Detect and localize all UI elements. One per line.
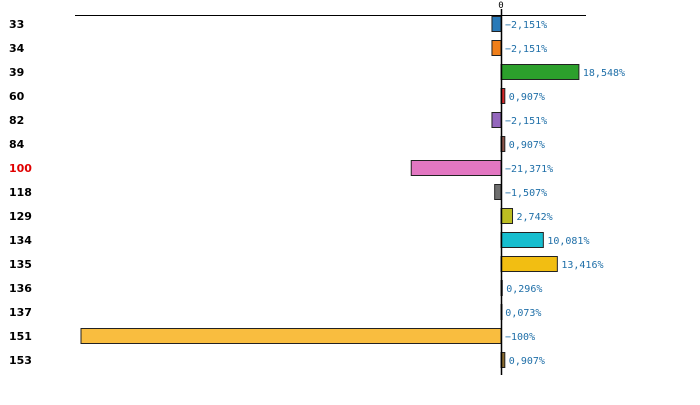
category-label: 136 <box>9 282 32 295</box>
data-label: −1,507% <box>505 188 547 199</box>
bar <box>491 112 502 128</box>
data-label: 0,296% <box>506 284 542 295</box>
category-label: 153 <box>9 354 32 367</box>
category-label: 118 <box>9 186 32 199</box>
category-label: 100 <box>9 162 32 175</box>
bar <box>491 16 502 32</box>
data-label: 10,081% <box>547 236 589 247</box>
category-label: 129 <box>9 210 32 223</box>
category-label: 84 <box>9 138 25 151</box>
category-label: 135 <box>9 258 32 271</box>
bar <box>491 40 502 56</box>
category-label: 39 <box>9 66 24 79</box>
data-label: −2,151% <box>505 44 547 55</box>
data-label: 2,742% <box>517 212 553 223</box>
bar <box>494 184 502 200</box>
data-label: 13,416% <box>561 260 603 271</box>
category-label: 134 <box>9 234 32 247</box>
category-label: 137 <box>9 306 32 319</box>
category-label: 33 <box>9 18 24 31</box>
bar <box>80 328 502 344</box>
bar <box>500 256 558 272</box>
data-label: −2,151% <box>505 116 547 127</box>
data-label: 0,073% <box>505 308 541 319</box>
category-label: 60 <box>9 90 25 103</box>
data-label: 0,907% <box>509 140 545 151</box>
bar <box>410 160 502 176</box>
bar <box>500 232 544 248</box>
data-label: −2,151% <box>505 20 547 31</box>
data-label: −100% <box>505 332 535 343</box>
category-label: 151 <box>9 330 32 343</box>
data-label: 0,907% <box>509 92 545 103</box>
bar <box>500 208 514 224</box>
category-label: 34 <box>9 42 25 55</box>
tick-label: 0 <box>498 1 503 11</box>
data-label: 0,907% <box>509 356 545 367</box>
data-label: −21,371% <box>505 164 553 175</box>
bar <box>500 64 580 80</box>
data-label: 18,548% <box>583 68 625 79</box>
category-label: 82 <box>9 114 24 127</box>
